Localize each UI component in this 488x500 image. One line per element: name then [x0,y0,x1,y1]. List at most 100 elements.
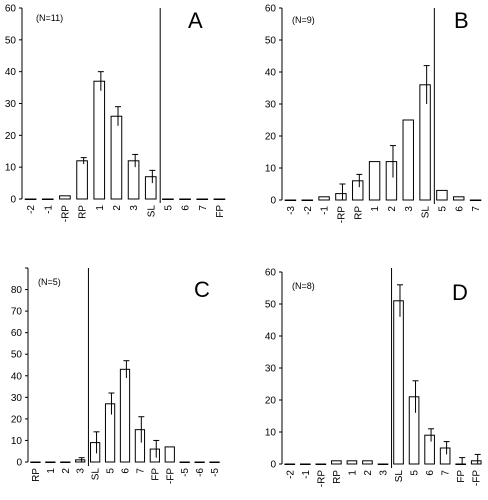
bar-5 [104,403,116,463]
x-tick-label: -3 [286,206,297,215]
bar--2 [284,463,296,465]
x-tick-label: -2 [303,206,314,215]
bar-SL [90,442,101,463]
x-tick-label: -2 [285,470,296,479]
x-tick-label: 2 [387,206,398,212]
x-tick-label: 6 [454,206,465,212]
y-tick-label: 0 [10,195,16,206]
x-tick-label: 1 [95,205,106,211]
x-tick-label: 5 [410,470,421,476]
x-tick-label: -FP [165,468,176,484]
x-tick-label: -1 [43,205,54,214]
bar-6 [424,434,435,465]
bar-RP [331,460,342,465]
bar-RP [30,461,41,463]
y-tick-label: 50 [265,36,277,47]
bar-7 [196,198,209,200]
bar-2 [60,461,71,463]
bar--5 [209,461,220,463]
x-tick-label: -1 [320,206,331,215]
bar--1 [41,198,54,200]
bar-7 [134,429,146,463]
y-tick-label: 60 [265,268,277,279]
x-tick-label: -RP [316,470,327,488]
x-tick-label: 5 [437,206,448,212]
x-tick-label: 5 [106,468,117,474]
sample-size-label: (N=5) [38,277,61,287]
y-tick-label: 60 [265,4,277,15]
panel-letter: D [452,280,468,305]
bar-6 [179,198,191,200]
x-tick-label: 3 [129,205,140,211]
bar-6 [119,368,131,463]
x-tick-label: RP [332,470,343,484]
bar--6 [194,461,205,463]
y-tick-label: 30 [11,393,23,404]
y-tick-label: 50 [265,300,277,311]
bar-SL [144,176,157,200]
bar-3 [127,160,140,200]
x-tick-label: SL [91,468,102,481]
sample-size-label: (N=8) [292,281,315,291]
x-tick-label: RP [78,205,89,219]
bar-7 [439,447,451,465]
x-tick-label: SL [394,470,405,483]
bar-1 [45,461,56,463]
x-tick-label: 1 [370,206,381,212]
bar-SL [393,300,404,465]
y-tick-label: 20 [265,396,277,407]
bar-SL [419,84,431,201]
y-tick-label: 80 [11,285,23,296]
y-tick-label: 40 [11,371,23,382]
y-tick-label: 60 [11,328,23,339]
chart-panel-c: 0 10 20 30 40 50 60 70 80 RP 1 2 3 SL 5 6 7 FP -FP -5 -6 -5 (N… [11,267,221,484]
bar-7 [469,199,482,201]
x-tick-label: SL [421,206,432,219]
bar-3 [377,463,389,465]
x-tick-label: 6 [121,468,132,474]
bar-2 [362,460,373,465]
panel-letter: A [188,8,203,33]
sample-size-label: (N=9) [292,15,315,25]
x-tick-label: -1 [301,470,312,479]
bar-FP [213,198,226,200]
bar--1 [299,463,311,465]
y-tick-label: 30 [265,364,277,375]
bar-FP [149,448,160,463]
x-tick-label: 6 [425,470,436,476]
bar-FP [455,463,467,465]
bar-RP [352,180,364,201]
panel-letter: B [454,8,469,33]
bar--RP [59,195,71,200]
bar-1 [93,80,106,200]
bar-5 [162,198,174,200]
bar-5 [436,189,448,201]
bar--RP [335,193,347,201]
x-tick-label: 3 [379,470,390,476]
x-tick-label: 2 [363,470,374,476]
x-tick-label: FP [215,205,226,218]
bar--FP [470,460,482,465]
x-tick-label: -FP [472,470,483,486]
x-tick-label: RP [31,468,42,482]
y-tick-label: 20 [11,414,23,425]
x-tick-label: FP [150,468,161,481]
y-tick-label: 20 [5,131,17,142]
x-tick-label: 7 [441,470,452,476]
bar--2 [301,199,313,201]
x-tick-label: -5 [180,468,191,477]
sample-size-label: (N=11) [36,13,63,23]
bar-1 [368,161,381,201]
bar-5 [408,396,420,465]
x-tick-label: -RP [336,206,347,224]
bar-6 [453,196,465,201]
x-tick-label: FP [456,470,467,483]
y-tick-label: 40 [265,332,277,343]
x-tick-label: -6 [195,468,206,477]
panel-letter: C [194,277,210,302]
bar--2 [24,198,37,200]
bar-3 [75,459,86,463]
y-tick-label: 20 [265,132,277,143]
bar-3 [402,119,414,201]
